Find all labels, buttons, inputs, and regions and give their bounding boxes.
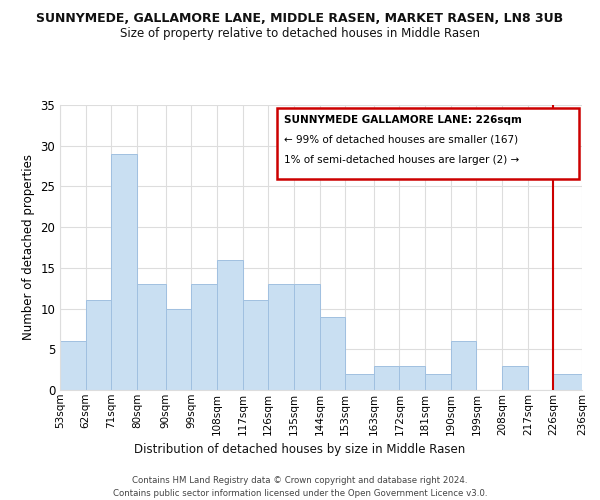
- Text: Contains HM Land Registry data © Crown copyright and database right 2024.: Contains HM Land Registry data © Crown c…: [132, 476, 468, 485]
- Bar: [137, 284, 166, 390]
- Text: 1% of semi-detached houses are larger (2) →: 1% of semi-detached houses are larger (2…: [284, 155, 520, 165]
- Bar: [553, 374, 582, 390]
- Text: Distribution of detached houses by size in Middle Rasen: Distribution of detached houses by size …: [134, 442, 466, 456]
- Bar: [166, 308, 191, 390]
- Bar: [60, 341, 86, 390]
- Bar: [268, 284, 294, 390]
- Bar: [374, 366, 400, 390]
- Bar: [217, 260, 242, 390]
- Bar: [400, 366, 425, 390]
- Y-axis label: Number of detached properties: Number of detached properties: [22, 154, 35, 340]
- Bar: [451, 341, 476, 390]
- Bar: [320, 316, 345, 390]
- Text: SUNNYMEDE, GALLAMORE LANE, MIDDLE RASEN, MARKET RASEN, LN8 3UB: SUNNYMEDE, GALLAMORE LANE, MIDDLE RASEN,…: [37, 12, 563, 26]
- Text: Size of property relative to detached houses in Middle Rasen: Size of property relative to detached ho…: [120, 28, 480, 40]
- Text: Contains public sector information licensed under the Open Government Licence v3: Contains public sector information licen…: [113, 489, 487, 498]
- Bar: [242, 300, 268, 390]
- Bar: [86, 300, 112, 390]
- Text: ← 99% of detached houses are smaller (167): ← 99% of detached houses are smaller (16…: [284, 135, 518, 145]
- FancyBboxPatch shape: [277, 108, 580, 179]
- Bar: [425, 374, 451, 390]
- Bar: [294, 284, 320, 390]
- Bar: [112, 154, 137, 390]
- Bar: [502, 366, 528, 390]
- Bar: [191, 284, 217, 390]
- Bar: [345, 374, 374, 390]
- Text: SUNNYMEDE GALLAMORE LANE: 226sqm: SUNNYMEDE GALLAMORE LANE: 226sqm: [284, 115, 523, 125]
